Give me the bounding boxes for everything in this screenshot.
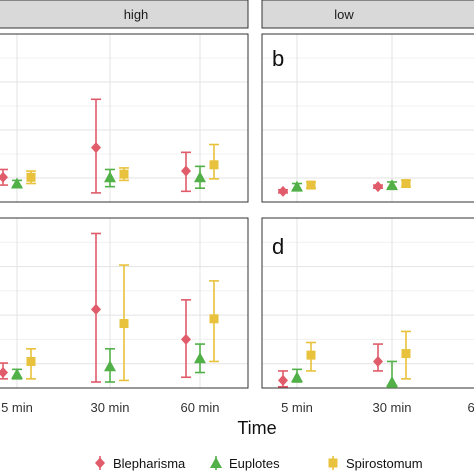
point-euplotes	[11, 368, 23, 380]
point-spirostomum	[119, 319, 129, 329]
point-spirostomum	[26, 172, 36, 182]
legend-entry-euplotes: Euplotes	[210, 456, 280, 471]
facet-label-low: low	[334, 7, 354, 22]
x-tick-label: 5 min	[1, 400, 33, 415]
point-euplotes	[194, 171, 206, 183]
point-spirostomum	[306, 350, 316, 360]
legend-entry-spirostomum: Spirostomum	[328, 456, 423, 471]
point-blepharisma	[373, 181, 383, 193]
point-spirostomum	[209, 160, 219, 170]
panel-border-low-0	[261, 33, 474, 203]
point-euplotes	[104, 171, 116, 183]
legend-key-marker	[328, 458, 338, 468]
panel-border-high-0	[0, 33, 249, 203]
point-spirostomum	[209, 314, 219, 324]
point-spirostomum	[119, 169, 129, 179]
point-blepharisma	[91, 303, 101, 315]
point-blepharisma	[278, 185, 288, 197]
point-euplotes	[11, 177, 23, 189]
point-blepharisma	[0, 367, 8, 379]
panel-tag-b: b	[272, 46, 284, 71]
x-tick-label: 30 min	[90, 400, 129, 415]
x-axis-title: Time	[237, 418, 276, 438]
x-tick-label: 5 min	[281, 400, 313, 415]
point-euplotes	[194, 352, 206, 364]
point-blepharisma	[278, 374, 288, 386]
panel-border-low-1	[261, 217, 474, 389]
facet-strips: high low	[0, 0, 474, 29]
legend: Blepharisma Euplotes Spirostomum	[95, 456, 423, 471]
legend-label: Blepharisma	[113, 456, 186, 471]
point-blepharisma	[0, 171, 8, 183]
point-blepharisma	[181, 333, 191, 345]
point-euplotes	[386, 376, 398, 387]
axis-labels: 5 min 30 min 60 min 5 min 30 min 60 min	[1, 400, 474, 415]
gridlines	[0, 33, 474, 389]
point-blepharisma	[181, 165, 191, 177]
panel-tag-d: d	[272, 234, 284, 259]
facet-strip-high	[0, 0, 249, 29]
x-tick-label: 60 min	[180, 400, 219, 415]
legend-key-marker	[210, 457, 222, 468]
point-euplotes	[291, 180, 303, 192]
legend-label: Spirostomum	[346, 456, 423, 471]
point-euplotes	[386, 179, 398, 191]
facet-strip-low	[261, 0, 474, 29]
facet-label-high: high	[124, 7, 149, 22]
x-tick-label: 30 min	[372, 400, 411, 415]
legend-label: Euplotes	[229, 456, 280, 471]
data-marks	[0, 98, 411, 388]
panel-border-high-1	[0, 217, 249, 389]
point-blepharisma	[373, 355, 383, 367]
point-spirostomum	[306, 180, 316, 190]
x-tick-label: 60 min	[467, 400, 474, 415]
point-euplotes	[104, 360, 116, 372]
panel-background	[262, 34, 474, 202]
point-spirostomum	[401, 179, 411, 189]
point-blepharisma	[91, 142, 101, 154]
point-euplotes	[291, 371, 303, 383]
panel-borders	[0, 33, 474, 389]
legend-entry-blepharisma: Blepharisma	[95, 456, 186, 471]
legend-key-marker	[95, 457, 105, 469]
panel-background	[262, 218, 474, 388]
point-spirostomum	[26, 356, 36, 366]
point-spirostomum	[401, 349, 411, 359]
